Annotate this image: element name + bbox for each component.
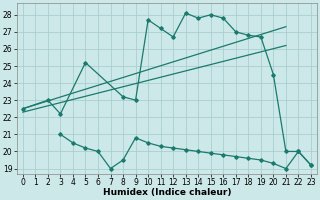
X-axis label: Humidex (Indice chaleur): Humidex (Indice chaleur) xyxy=(103,188,231,197)
